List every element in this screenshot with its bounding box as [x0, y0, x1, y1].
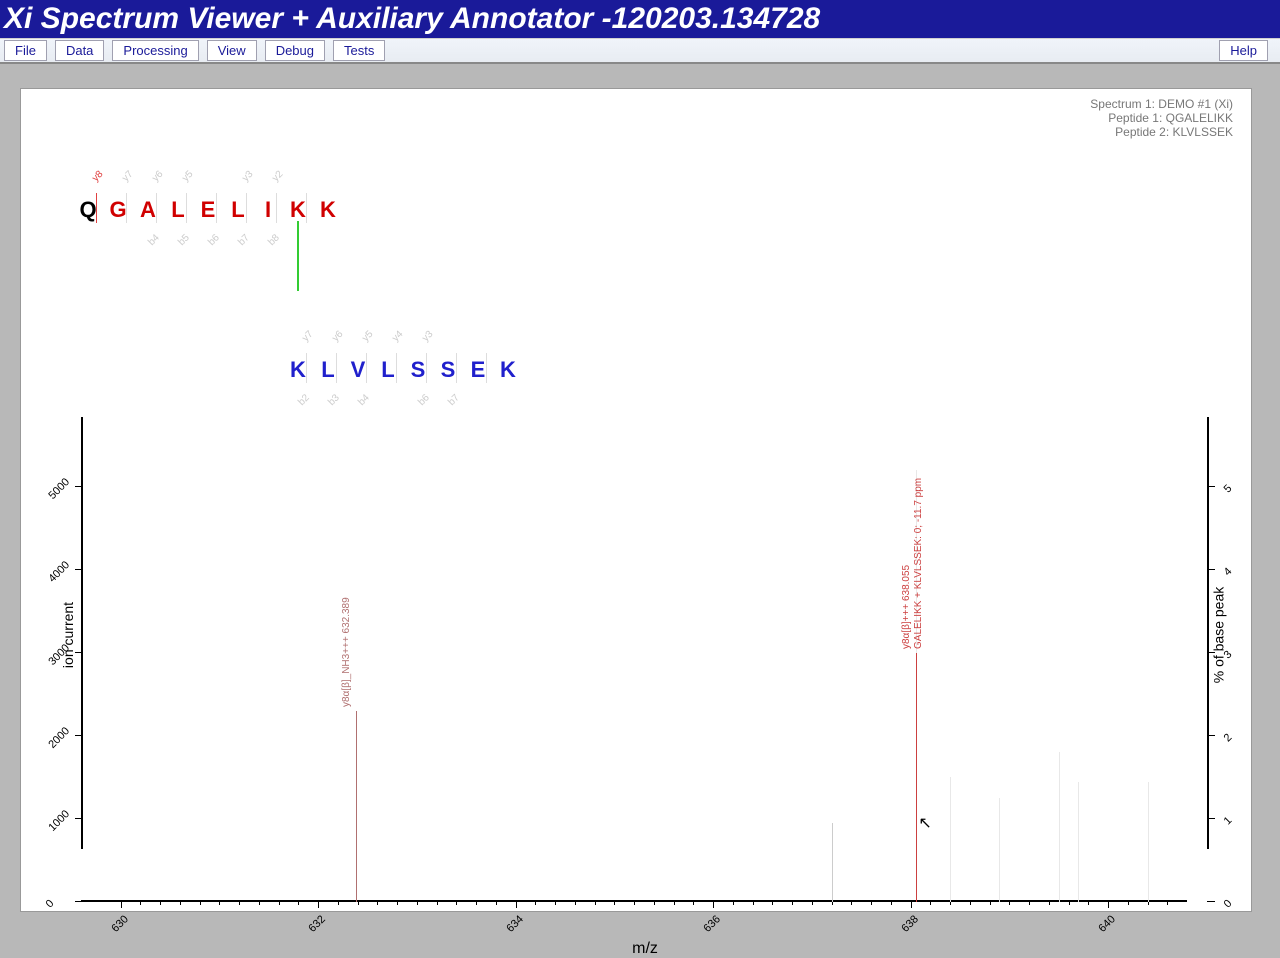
- x-axis-title: m/z: [632, 940, 658, 958]
- residue: K: [283, 357, 313, 383]
- meta-spectrum: Spectrum 1: DEMO #1 (Xi): [1090, 97, 1233, 111]
- menubar: File Data Processing View Debug Tests Help: [0, 38, 1280, 64]
- peak-annotation: GALELIKK + KLVLSSEK: 0; -11.7 ppm: [913, 478, 924, 649]
- y-left-tick-label: 4000: [46, 559, 72, 585]
- y-right-tick-label: 4: [1222, 565, 1235, 578]
- main-canvas: Spectrum 1: DEMO #1 (Xi) Peptide 1: QGAL…: [20, 88, 1252, 912]
- y-axis-right-title: % of base peak: [1211, 587, 1227, 684]
- spectrum-peak[interactable]: [832, 823, 833, 902]
- residue: I: [253, 197, 283, 223]
- window-title: Xi Spectrum Viewer + Auxiliary Annotator…: [0, 0, 1280, 38]
- menu-view[interactable]: View: [207, 40, 257, 61]
- y-left-tick-label: 1000: [46, 808, 72, 834]
- residue: L: [223, 197, 253, 223]
- residue: K: [493, 357, 523, 383]
- x-tick-label: 640: [1096, 913, 1117, 934]
- menu-processing[interactable]: Processing: [112, 40, 198, 61]
- x-tick-label: 630: [109, 913, 130, 934]
- peak-annotation: y8α[β]_NH3+++ 632.389: [341, 597, 352, 707]
- residue: L: [313, 357, 343, 383]
- y-right-tick-label: 2: [1222, 731, 1235, 744]
- x-tick-label: 632: [306, 913, 327, 934]
- x-tick-label: 638: [899, 913, 920, 934]
- menu-help[interactable]: Help: [1219, 40, 1268, 61]
- y-axis-right: [1207, 417, 1209, 849]
- y-axis-left-title: ion current: [60, 602, 76, 668]
- spectrum-peak[interactable]: [1059, 752, 1060, 902]
- spectrum-peak[interactable]: [999, 798, 1000, 902]
- menu-file[interactable]: File: [4, 40, 47, 61]
- residue: G: [103, 197, 133, 223]
- spectrum-peak[interactable]: [1078, 782, 1079, 902]
- x-tick-label: 636: [701, 913, 722, 934]
- residue: L: [373, 357, 403, 383]
- residue: K: [283, 197, 313, 223]
- spectrum-peak[interactable]: [916, 653, 917, 902]
- residue: S: [403, 357, 433, 383]
- residue: S: [433, 357, 463, 383]
- residue: K: [313, 197, 343, 223]
- residue: V: [343, 357, 373, 383]
- y-right-tick-label: 5: [1222, 482, 1235, 495]
- y-right-tick-label: 0: [1222, 898, 1235, 911]
- y-left-tick-label: 0: [44, 898, 57, 911]
- y-axis-left: [81, 417, 83, 849]
- spectrum-peak[interactable]: [950, 777, 951, 902]
- spectrum-peak[interactable]: [1148, 782, 1149, 902]
- residue: L: [163, 197, 193, 223]
- menu-debug[interactable]: Debug: [265, 40, 325, 61]
- spectrum-peak[interactable]: [356, 711, 357, 902]
- residue: Q: [73, 197, 103, 223]
- crosslink-line: [297, 221, 299, 291]
- peak-annotation: y8α[β]+++ 638.055: [901, 565, 912, 649]
- spectrum-chart[interactable]: 630632634636638640 010002000300040005000…: [81, 417, 1209, 902]
- x-tick-label: 634: [504, 913, 525, 934]
- cursor-icon: ↖: [918, 813, 931, 833]
- y-right-tick-label: 1: [1222, 815, 1235, 828]
- menu-data[interactable]: Data: [55, 40, 104, 61]
- residue: A: [133, 197, 163, 223]
- menu-tests[interactable]: Tests: [333, 40, 385, 61]
- y-left-tick-label: 2000: [46, 725, 72, 751]
- y-left-tick-label: 5000: [46, 476, 72, 502]
- meta-peptide1: Peptide 1: QGALELIKK: [1090, 111, 1233, 125]
- residue: E: [463, 357, 493, 383]
- residue: E: [193, 197, 223, 223]
- spectrum-metadata: Spectrum 1: DEMO #1 (Xi) Peptide 1: QGAL…: [1090, 97, 1233, 139]
- meta-peptide2: Peptide 2: KLVLSSEK: [1090, 125, 1233, 139]
